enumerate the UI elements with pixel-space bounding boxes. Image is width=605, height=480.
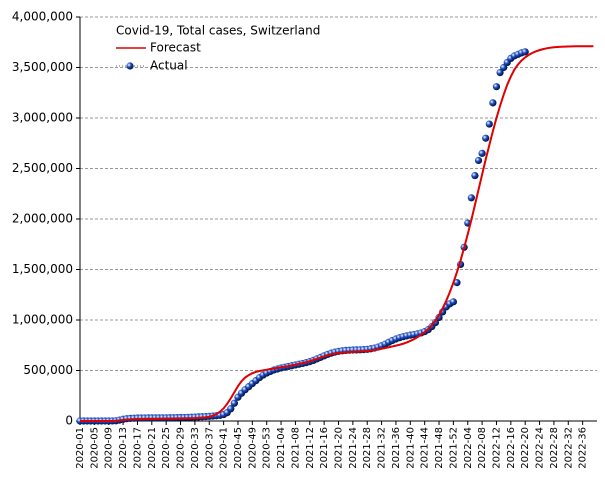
legend-label: Forecast <box>150 41 201 55</box>
y-tick-label: 1,000,000 <box>12 313 73 327</box>
forecast-line <box>80 45 594 422</box>
x-tick-label: 2021-16 <box>319 427 330 469</box>
y-tick-label: 4,000,000 <box>12 10 73 24</box>
y-tick-label: 2,500,000 <box>12 161 73 175</box>
x-tick-label: 2020-33 <box>190 427 201 469</box>
y-tick-label: 500,000 <box>23 363 73 377</box>
x-tick-label: 2021-04 <box>276 427 287 469</box>
x-tick-label: 2020-25 <box>161 427 172 469</box>
x-tick-label: 2021-24 <box>348 427 359 469</box>
x-tick-label: 2020-01 <box>75 427 86 469</box>
legend-marker <box>126 62 134 70</box>
x-tick-label: 2021-40 <box>405 427 416 469</box>
x-tick-label: 2020-53 <box>262 427 273 469</box>
actual-point <box>500 63 508 72</box>
x-tick-label: 2020-17 <box>132 427 143 469</box>
actual-point <box>474 156 483 165</box>
legend-title: Covid-19, Total cases, Switzerland <box>116 24 320 38</box>
x-tick-label: 2020-37 <box>204 427 215 469</box>
x-tick-label: 2021-28 <box>362 427 373 469</box>
x-tick-label: 2021-20 <box>334 427 345 469</box>
actual-point <box>521 48 529 56</box>
actual-point <box>478 149 486 157</box>
actual-point <box>489 99 497 107</box>
x-tick-label: 2022-32 <box>563 427 574 469</box>
x-tick-label: 2021-08 <box>290 427 301 469</box>
x-tick-label: 2021-32 <box>377 427 388 469</box>
y-tick-label: 1,500,000 <box>12 262 73 276</box>
actual-point <box>230 399 238 407</box>
actual-point <box>471 171 479 180</box>
x-tick-label: 2021-36 <box>391 427 402 469</box>
x-tick-label: 2022-04 <box>463 427 474 469</box>
x-tick-label: 2020-29 <box>176 427 187 469</box>
x-tick-label: 2021-52 <box>448 427 459 469</box>
x-tick-label: 2022-24 <box>535 427 546 469</box>
x-tick-label: 2022-12 <box>491 427 502 469</box>
actual-point <box>485 120 493 128</box>
y-tick-label: 0 <box>65 414 73 428</box>
x-tick-label: 2021-48 <box>434 427 445 469</box>
x-tick-label: 2020-13 <box>118 427 129 469</box>
x-tick-label: 2020-09 <box>104 427 115 469</box>
x-tick-label: 2021-44 <box>420 427 431 469</box>
actual-point <box>449 298 457 306</box>
actual-point <box>453 279 461 287</box>
actual-point <box>227 405 235 413</box>
x-tick-label: 2020-21 <box>147 427 158 469</box>
x-tick-label: 2022-08 <box>477 427 488 469</box>
x-tick-label: 2022-16 <box>506 427 517 469</box>
x-tick-label: 2020-05 <box>89 427 100 469</box>
x-tick-label: 2020-49 <box>247 427 258 469</box>
y-tick-label: 3,500,000 <box>12 60 73 74</box>
x-tick-label: 2020-41 <box>219 427 230 469</box>
x-tick-label: 2022-36 <box>578 427 589 469</box>
x-tick-label: 2022-20 <box>520 427 531 469</box>
x-tick-label: 2022-28 <box>549 427 560 469</box>
x-tick-label: 2021-12 <box>305 427 316 469</box>
actual-point <box>492 83 501 91</box>
legend-label: Actual <box>150 59 188 73</box>
actual-point <box>482 134 490 142</box>
x-tick-label: 2020-45 <box>233 427 244 469</box>
y-tick-label: 2,000,000 <box>12 212 73 226</box>
y-tick-label: 3,000,000 <box>12 111 73 125</box>
actual-point <box>467 194 475 202</box>
actual-point <box>496 68 504 77</box>
